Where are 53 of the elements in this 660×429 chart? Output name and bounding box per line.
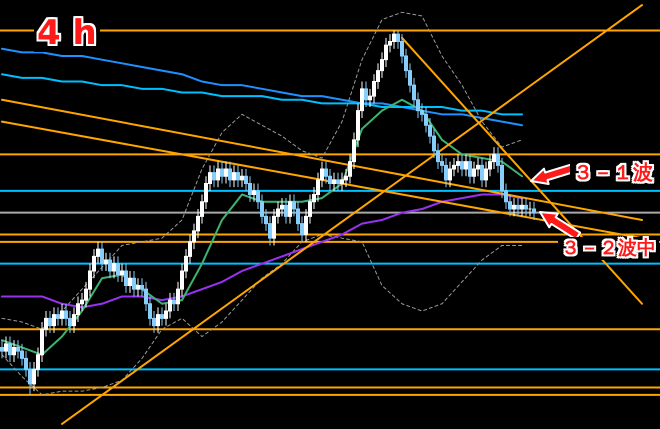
- candlestick: [160, 306, 164, 326]
- candlestick: [532, 201, 536, 220]
- candlestick: [460, 154, 464, 177]
- candlestick: [124, 263, 128, 294]
- candlestick: [228, 161, 232, 188]
- candlestick: [12, 340, 16, 363]
- candlestick: [8, 336, 12, 363]
- candlestick: [236, 164, 240, 188]
- candlestick: [224, 161, 228, 184]
- candlestick: [472, 161, 476, 184]
- candlestick: [240, 168, 244, 188]
- candlestick: [456, 154, 460, 174]
- candlestick: [340, 172, 344, 192]
- candlestick: [336, 172, 340, 192]
- candlestick: [480, 158, 484, 188]
- candlestick: [516, 198, 520, 217]
- candlestick: [252, 183, 256, 202]
- candlestick: [448, 161, 452, 188]
- candlestick: [520, 198, 524, 217]
- candlestick: [4, 336, 8, 359]
- candlestick: [468, 154, 472, 184]
- candlestick: [444, 158, 448, 188]
- candlestick: [132, 270, 136, 297]
- candlestick: [216, 161, 220, 188]
- candlestick: [112, 256, 116, 279]
- candlestick: [60, 303, 64, 326]
- candlestick: [128, 270, 132, 294]
- candlestick: [288, 194, 292, 224]
- candlestick: [52, 306, 56, 334]
- candlestick: [120, 263, 124, 282]
- candlestick: [48, 310, 52, 334]
- candlestick: [56, 306, 60, 326]
- candlestick: [136, 278, 140, 297]
- candlestick: [220, 161, 224, 184]
- annotation: ３－２波中: [558, 237, 659, 260]
- candlestick: [392, 30, 396, 50]
- candlestick: [284, 198, 288, 224]
- candlestick: [464, 154, 468, 177]
- candlestick: [524, 198, 528, 217]
- candlestick: [512, 198, 516, 217]
- candlestick: [0, 340, 4, 359]
- candlestick: [172, 292, 176, 312]
- candlestick: [332, 172, 336, 192]
- candlestick: [104, 252, 108, 272]
- candlestick: [364, 81, 368, 108]
- candlestick: [108, 252, 112, 279]
- annotation: ３－１波: [570, 160, 656, 184]
- candlestick: [116, 256, 120, 282]
- annotation: 4 h: [34, 13, 100, 53]
- candlestick: [232, 164, 236, 188]
- candlestick: [156, 306, 160, 334]
- candlestick: [212, 164, 216, 188]
- candlestick: [100, 241, 104, 272]
